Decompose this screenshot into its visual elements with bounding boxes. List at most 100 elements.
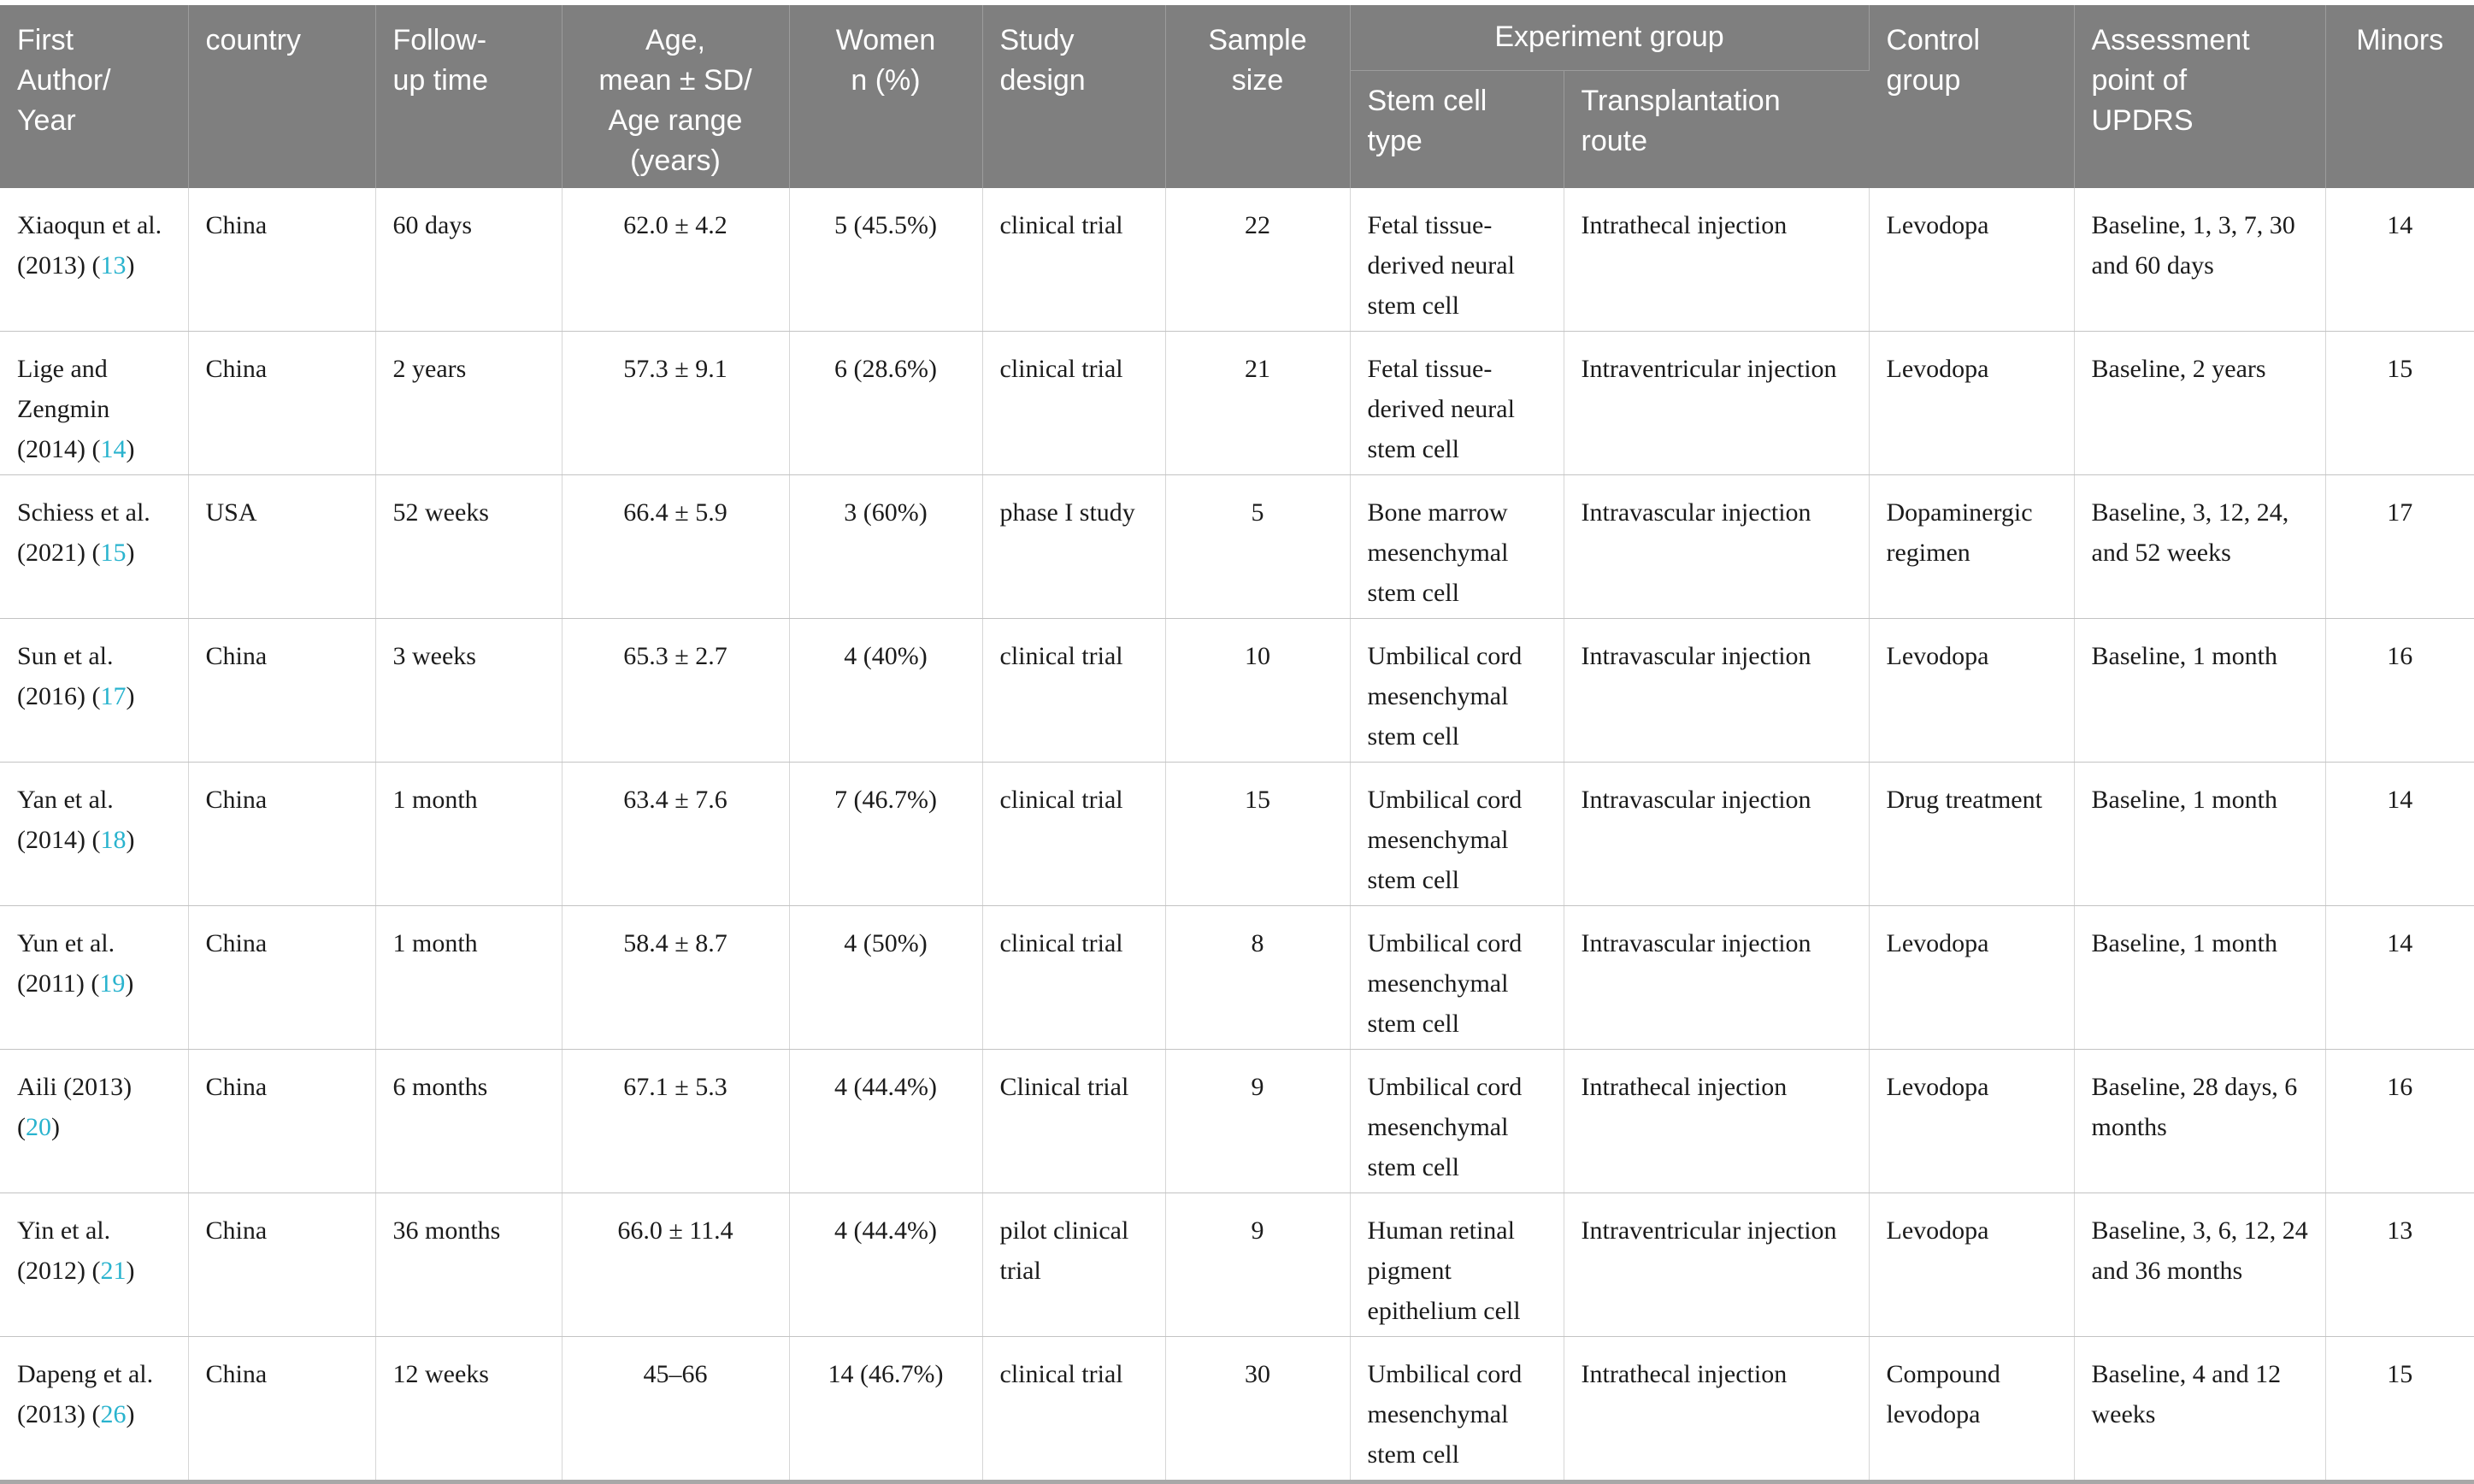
cell-age: 66.0 ± 11.4	[562, 1192, 790, 1337]
header-row-sub: Stem cell type Transplantation route	[0, 70, 2474, 188]
cell-control-group: Levodopa	[1869, 1049, 2075, 1193]
col-header-stem-cell-type: Stem cell type	[1350, 70, 1564, 188]
cell-assessment: Baseline, 4 and 12 weeks	[2074, 1336, 2326, 1484]
cell-sample-size: 22	[1165, 188, 1351, 332]
cell-women: 5 (45.5%)	[789, 188, 983, 332]
studies-table: First Author/ Year country Follow- up ti…	[0, 5, 2474, 1484]
cell-transplant-route: Intraventricular injection	[1564, 1192, 1870, 1337]
cell-assessment: Baseline, 1 month	[2074, 618, 2326, 763]
col-header-transplantation-route: Transplantation route	[1564, 70, 1869, 188]
cell-sample-size: 21	[1165, 331, 1351, 475]
cell-transplant-route: Intravascular injection	[1564, 905, 1870, 1050]
cell-country: USA	[188, 474, 376, 619]
cell-women: 6 (28.6%)	[789, 331, 983, 475]
author-text: Xiaoqun et al. (2013)	[17, 211, 162, 280]
cell-minors: 13	[2325, 1192, 2474, 1337]
citation-link[interactable]: 26	[100, 1400, 127, 1428]
table-row: Dapeng et al. (2013) (26) China 12 weeks…	[0, 1336, 2474, 1484]
cell-minors: 15	[2325, 1336, 2474, 1484]
cell-age: 66.4 ± 5.9	[562, 474, 790, 619]
cell-study-design: clinical trial	[982, 188, 1166, 332]
cell-control-group: Compound levodopa	[1869, 1336, 2075, 1484]
author-text: Sun et al. (2016)	[17, 642, 114, 710]
col-header-country: country	[188, 5, 376, 188]
cell-author: Dapeng et al. (2013) (26)	[0, 1336, 189, 1484]
cell-follow-up: 1 month	[375, 762, 563, 906]
cell-study-design: clinical trial	[982, 1336, 1166, 1484]
table-row: Schiess et al. (2021) (15) USA 52 weeks …	[0, 474, 2474, 619]
cell-minors: 14	[2325, 188, 2474, 332]
cell-control-group: Levodopa	[1869, 905, 2075, 1050]
cell-women: 4 (40%)	[789, 618, 983, 763]
cell-transplant-route: Intraventricular injection	[1564, 331, 1870, 475]
cell-women: 3 (60%)	[789, 474, 983, 619]
author-text: Yun et al. (2011)	[17, 929, 115, 998]
cell-country: China	[188, 1336, 376, 1484]
author-text: Yan et al. (2014)	[17, 786, 114, 854]
cell-author: Yun et al. (2011) (19)	[0, 905, 189, 1050]
cell-women: 4 (44.4%)	[789, 1192, 983, 1337]
table-row: Sun et al. (2016) (17) China 3 weeks 65.…	[0, 618, 2474, 763]
author-text: Lige and Zengmin (2014)	[17, 355, 110, 463]
cell-age: 63.4 ± 7.6	[562, 762, 790, 906]
cell-control-group: Levodopa	[1869, 618, 2075, 763]
cell-minors: 17	[2325, 474, 2474, 619]
cell-sample-size: 5	[1165, 474, 1351, 619]
cell-assessment: Baseline, 3, 12, 24, and 52 weeks	[2074, 474, 2326, 619]
citation-link[interactable]: 17	[100, 682, 127, 710]
citation-link[interactable]: 18	[100, 826, 127, 854]
cell-control-group: Levodopa	[1869, 1192, 2075, 1337]
citation-link[interactable]: 15	[100, 539, 127, 567]
cell-transplant-route: Intravascular injection	[1564, 618, 1870, 763]
cell-country: China	[188, 1049, 376, 1193]
citation-link[interactable]: 20	[26, 1113, 51, 1141]
cell-study-design: Clinical trial	[982, 1049, 1166, 1193]
citation-link[interactable]: 19	[99, 969, 126, 998]
cell-transplant-route: Intravascular injection	[1564, 762, 1870, 906]
cell-control-group: Levodopa	[1869, 331, 2075, 475]
col-header-study-design: Study design	[982, 5, 1166, 188]
cell-author: Schiess et al. (2021) (15)	[0, 474, 189, 619]
citation-link[interactable]: 13	[100, 251, 127, 280]
citation-link[interactable]: 14	[100, 435, 127, 463]
cell-transplant-route: Intrathecal injection	[1564, 188, 1870, 332]
author-text: Schiess et al. (2021)	[17, 498, 150, 567]
cell-control-group: Drug treatment	[1869, 762, 2075, 906]
cell-control-group: Levodopa	[1869, 188, 2075, 332]
author-text: Yin et al. (2012)	[17, 1216, 111, 1285]
cell-follow-up: 6 months	[375, 1049, 563, 1193]
cell-stem-cell-type: Fetal tissue-derived neural stem cell	[1350, 331, 1564, 475]
col-header-women: Women n (%)	[789, 5, 983, 188]
cell-stem-cell-type: Umbilical cord mesenchymal stem cell	[1350, 1336, 1564, 1484]
cell-age: 57.3 ± 9.1	[562, 331, 790, 475]
author-text: Aili (2013)	[17, 1073, 133, 1101]
cell-stem-cell-type: Umbilical cord mesenchymal stem cell	[1350, 618, 1564, 763]
cell-women: 14 (46.7%)	[789, 1336, 983, 1484]
table-header: First Author/ Year country Follow- up ti…	[0, 5, 2474, 188]
cell-assessment: Baseline, 1 month	[2074, 762, 2326, 906]
table-row: Yan et al. (2014) (18) China 1 month 63.…	[0, 762, 2474, 906]
table-row: Lige and Zengmin (2014) (14) China 2 yea…	[0, 331, 2474, 475]
table-row: Aili (2013) (20) China 6 months 67.1 ± 5…	[0, 1049, 2474, 1193]
cell-age: 67.1 ± 5.3	[562, 1049, 790, 1193]
citation-link[interactable]: 21	[100, 1257, 127, 1285]
cell-women: 4 (44.4%)	[789, 1049, 983, 1193]
cell-sample-size: 8	[1165, 905, 1351, 1050]
col-header-first-author-year: First Author/ Year	[0, 5, 189, 188]
author-text: Dapeng et al. (2013)	[17, 1360, 154, 1428]
cell-sample-size: 30	[1165, 1336, 1351, 1484]
col-header-age: Age, mean ± SD/ Age range (years)	[562, 5, 790, 188]
cell-study-design: phase I study	[982, 474, 1166, 619]
table-row: Yin et al. (2012) (21) China 36 months 6…	[0, 1192, 2474, 1337]
group-header-experiment-group: Experiment group	[1350, 5, 1870, 71]
cell-assessment: Baseline, 28 days, 6 months	[2074, 1049, 2326, 1193]
cell-country: China	[188, 331, 376, 475]
cell-stem-cell-type: Umbilical cord mesenchymal stem cell	[1350, 905, 1564, 1050]
table-row: Xiaoqun et al. (2013) (13) China 60 days…	[0, 188, 2474, 332]
cell-follow-up: 36 months	[375, 1192, 563, 1337]
header-row-top: First Author/ Year country Follow- up ti…	[0, 5, 2474, 188]
cell-follow-up: 52 weeks	[375, 474, 563, 619]
cell-stem-cell-type: Human retinal pigment epithelium cell	[1350, 1192, 1564, 1337]
cell-country: China	[188, 1192, 376, 1337]
